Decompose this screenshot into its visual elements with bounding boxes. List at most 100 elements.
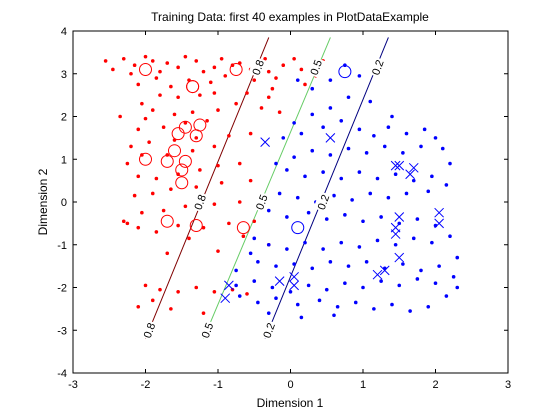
training-example-cross-blue [434,218,444,229]
training-example-cross-blue [394,160,405,171]
data-point-red [219,180,224,185]
data-point-red [281,63,286,67]
data-point-blue [390,302,394,307]
data-point-red [140,101,144,106]
data-point-red [208,80,213,85]
data-point-blue [310,86,315,91]
data-point-blue [393,172,398,177]
data-point-blue [292,155,296,159]
data-point-red [212,202,217,206]
data-point-blue [350,198,354,202]
data-point-red [147,140,151,144]
data-point-blue [415,277,420,281]
data-point-blue [357,74,362,78]
training-example-circle-red [175,163,189,177]
data-point-red [169,84,173,89]
data-point-red [201,311,206,315]
data-point-blue [419,144,423,149]
data-point-red [270,86,275,91]
data-point-red [121,219,126,224]
data-point-blue [357,170,362,174]
contour-label-bg [367,56,388,79]
data-point-red [194,136,199,140]
data-point-red [303,82,307,87]
contour-label: 0.8 [251,58,268,76]
data-point-red [136,225,141,230]
data-point-red [248,178,253,183]
y-tick-label: -2 [57,283,67,295]
data-point-red [129,71,133,76]
data-point-blue [306,210,311,215]
data-point-blue [422,127,427,132]
data-point-red [143,54,148,59]
data-point-red [237,200,242,204]
point-layer [103,54,460,330]
data-point-blue [328,153,333,157]
data-point-blue [390,114,394,119]
data-point-blue [408,309,412,313]
data-point-red [129,144,133,149]
x-tick-label: 0 [287,379,293,391]
data-point-red [248,131,253,136]
data-point-blue [285,247,289,251]
data-point-blue [440,146,445,151]
data-point-blue [339,176,344,181]
data-point-red [136,304,141,309]
data-point-red [169,307,173,311]
training-example-circle-blue [338,65,352,79]
data-point-blue [357,127,362,132]
data-point-blue [404,191,409,196]
data-point-red [136,82,141,87]
data-point-red [183,121,188,125]
y-tick-label: -1 [57,240,67,252]
data-point-blue [299,315,304,320]
training-example-cross-blue [224,280,234,291]
data-point-blue [426,189,431,194]
data-point-red [194,59,199,63]
data-point-red [227,133,231,138]
data-point-red [132,193,137,198]
data-point-blue [248,251,253,256]
training-example-cross-blue [405,169,415,180]
y-tick-label: -3 [57,325,67,337]
data-point-blue [274,264,278,268]
data-point-blue [324,217,329,221]
data-point-red [216,163,220,168]
data-point-blue [379,215,383,219]
training-example-circle-red [139,152,152,166]
training-example-circle-red [189,129,203,143]
data-point-red [212,144,217,149]
data-point-red [263,56,267,61]
data-point-red [183,54,188,59]
data-point-red [223,74,228,78]
data-point-blue [379,279,383,283]
data-point-red [132,63,137,67]
data-point-red [158,287,162,292]
training-example-cross-blue [289,271,299,282]
contour-label: 0.5 [309,58,326,76]
y-tick-label: 4 [61,26,67,38]
training-example-cross-blue [372,269,383,280]
training-example-cross-blue [260,137,270,148]
data-point-blue [393,242,398,247]
data-point-red [194,285,199,290]
data-point-blue [274,296,278,300]
data-point-red [154,230,159,234]
y-tick-label: -4 [57,368,67,380]
x-tick-label: 3 [505,379,511,391]
training-example-cross-blue [379,265,390,276]
data-point-red [154,76,159,80]
training-example-cross-blue [390,160,401,171]
data-point-blue [430,174,434,179]
training-example-cross-blue [394,252,405,263]
data-point-blue [281,136,286,140]
data-point-red [165,61,170,65]
y-tick-label: 1 [61,154,67,166]
y-tick-label: 2 [61,112,67,124]
data-point-blue [252,279,257,283]
x-axis-title: Dimension 1 [257,396,324,410]
data-point-red [136,127,141,132]
